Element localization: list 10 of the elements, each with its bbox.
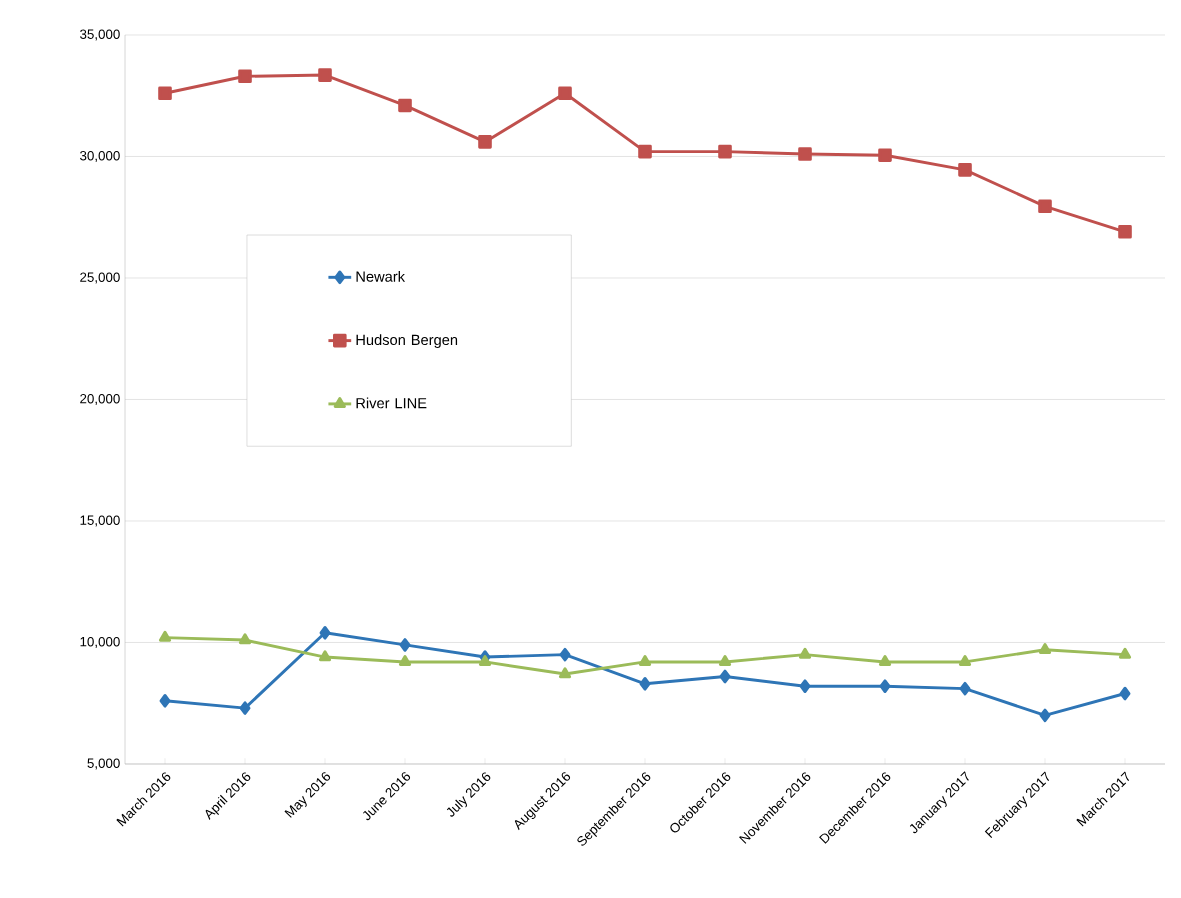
legend-label: Newark (356, 271, 406, 282)
y-tick-label: 30,000 (80, 150, 120, 162)
y-tick-label: 35,000 (80, 29, 120, 41)
legend-label: River LINE (356, 397, 427, 409)
y-tick-label: 5,000 (87, 758, 120, 770)
y-tick-label: 25,000 (80, 272, 120, 284)
legend-label: Hudson Bergen (356, 334, 458, 348)
y-tick-label: 10,000 (80, 636, 120, 648)
y-tick-label: 20,000 (80, 393, 120, 405)
y-tick-label: 15,000 (80, 515, 120, 527)
